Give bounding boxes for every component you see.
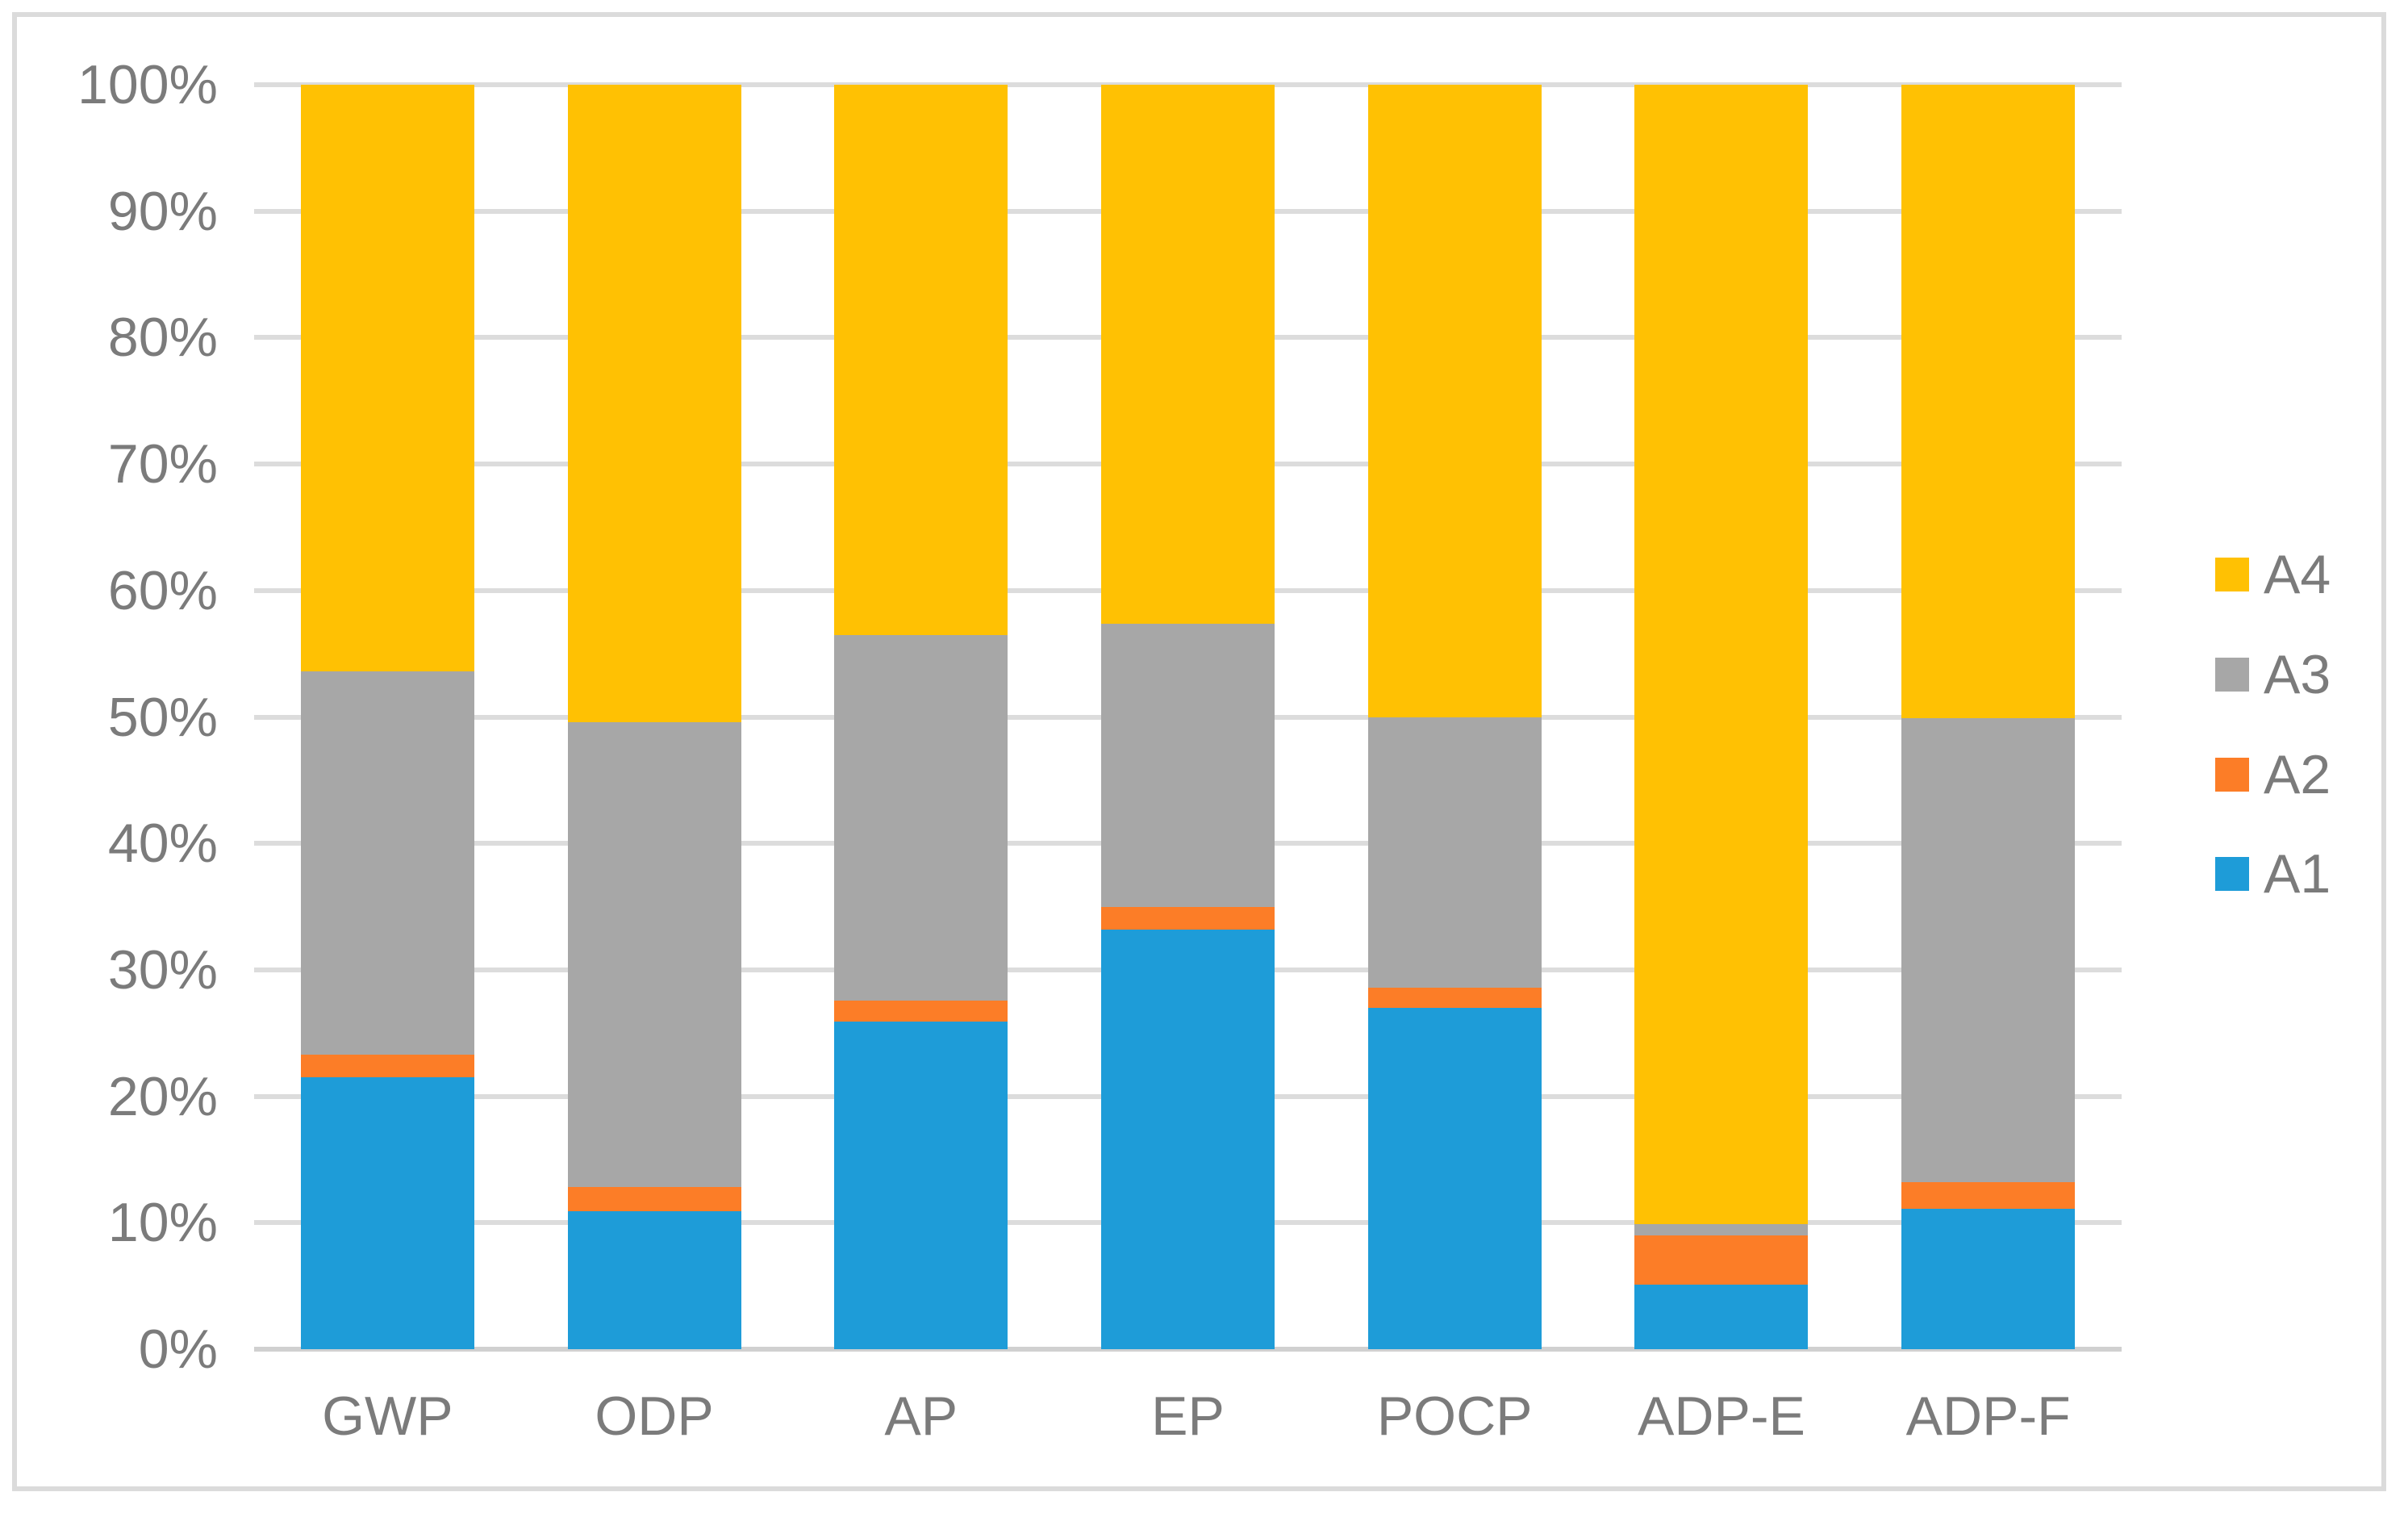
bar-POCP [1367,85,1542,1349]
bar-segment-ODP-A1 [567,1211,741,1349]
bar-GWP [300,85,474,1349]
bar-ODP [567,85,741,1349]
bar-segment-ADP-E-A2 [1634,1235,1809,1285]
x-category-label-ADP-F: ADP-F [1905,1386,2071,1447]
legend-label-A4: A4 [2264,544,2331,605]
bar-segment-GWP-A4 [300,85,474,672]
bar-segment-ADP-F-A3 [1901,718,2076,1183]
legend-label-A2: A2 [2264,744,2331,805]
bar-ADP-E [1634,85,1809,1349]
x-category-label-AP: AP [884,1386,958,1447]
bar-segment-ADP-E-A4 [1634,85,1809,1224]
bar-segment-AP-A2 [834,1000,1008,1022]
bar-segment-ODP-A4 [567,85,741,722]
legend-swatch-A4 [2215,558,2249,591]
legend-swatch-A3 [2215,658,2249,692]
bar-segment-POCP-A1 [1367,1007,1542,1349]
legend-swatch-A1 [2215,857,2249,891]
y-tick-label-20pct: 20% [107,1065,218,1127]
legend-item-A3: A3 [2215,647,2331,702]
x-category-label-POCP: POCP [1376,1386,1533,1447]
x-category-label-ODP: ODP [595,1386,714,1447]
bar-segment-AP-A4 [834,85,1008,635]
legend-item-A4: A4 [2215,547,2331,602]
bar-segment-POCP-A4 [1367,85,1542,717]
bar-segment-ADP-F-A1 [1901,1209,2076,1349]
bar-segment-ADP-F-A2 [1901,1182,2076,1210]
legend-label-A1: A1 [2264,843,2331,905]
bar-segment-ADP-F-A4 [1901,85,2076,719]
plot-area [254,82,2122,1352]
x-category-label-EP: EP [1151,1386,1225,1447]
y-tick-label-60pct: 60% [107,559,218,621]
bar-segment-ADP-E-A1 [1634,1285,1809,1349]
legend-label-A3: A3 [2264,644,2331,705]
y-tick-label-10pct: 10% [107,1192,218,1254]
x-category-label-GWP: GWP [322,1386,453,1447]
bar-segment-EP-A2 [1101,906,1275,930]
y-tick-label-50pct: 50% [107,686,218,748]
bar-segment-EP-A4 [1101,85,1275,624]
bar-segment-POCP-A3 [1367,717,1542,988]
gridline-100 [254,82,2122,87]
bar-segment-POCP-A2 [1367,987,1542,1008]
bar-segment-ODP-A3 [567,721,741,1188]
y-tick-label-40pct: 40% [107,813,218,875]
legend-item-A1: A1 [2215,846,2331,901]
bar-segment-ODP-A2 [567,1187,741,1212]
y-tick-label-30pct: 30% [107,938,218,1001]
legend-item-A2: A2 [2215,747,2331,802]
x-axis-line [254,1347,2122,1352]
bar-EP [1101,85,1275,1349]
bar-segment-AP-A3 [834,634,1008,1001]
bar-ADP-F [1901,85,2076,1349]
y-tick-label-90pct: 90% [107,180,218,242]
bar-segment-GWP-A2 [300,1054,474,1078]
legend-swatch-A2 [2215,758,2249,792]
bar-segment-GWP-A1 [300,1077,474,1349]
bar-segment-ADP-E-A3 [1634,1223,1809,1235]
y-tick-label-80pct: 80% [107,307,218,369]
bar-segment-EP-A1 [1101,929,1275,1349]
bar-AP [834,85,1008,1349]
y-tick-label-0pct: 0% [138,1319,218,1380]
bar-segment-EP-A3 [1101,623,1275,907]
y-tick-label-70pct: 70% [107,433,218,495]
bar-segment-AP-A1 [834,1022,1008,1349]
y-tick-label-100pct: 100% [77,54,218,115]
bar-segment-GWP-A3 [300,671,474,1055]
x-category-label-ADP-E: ADP-E [1638,1386,1805,1447]
